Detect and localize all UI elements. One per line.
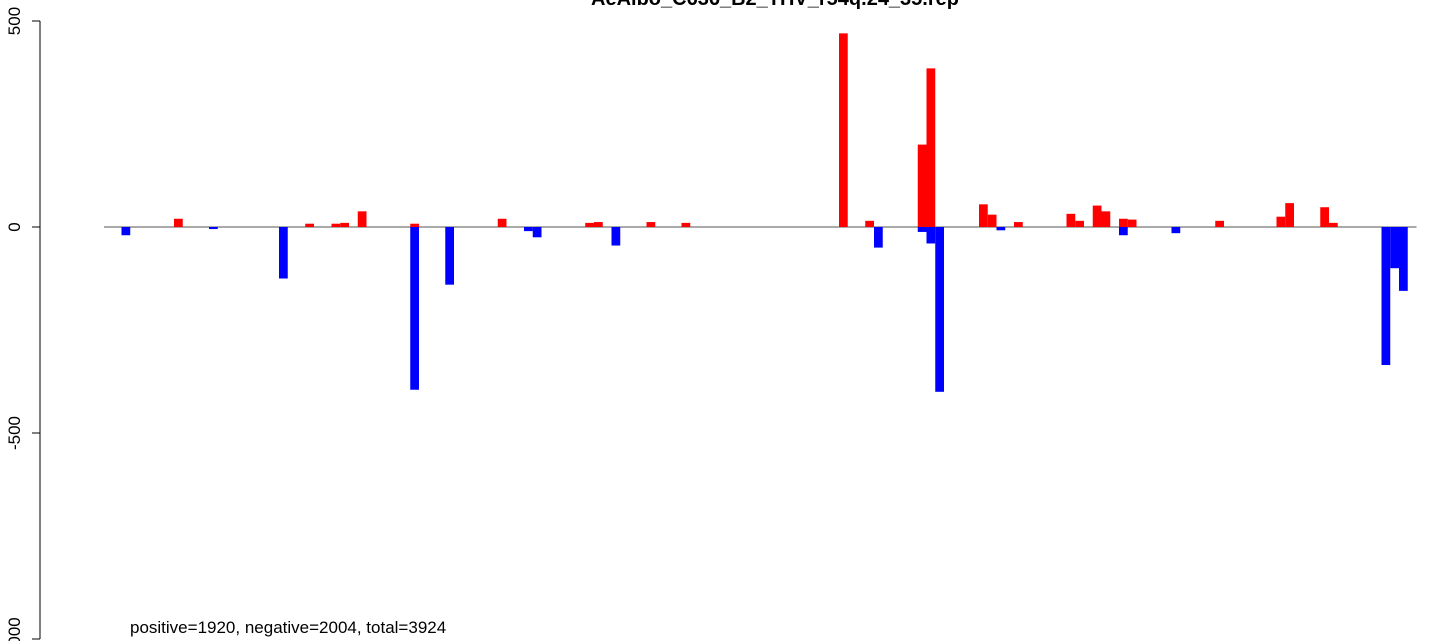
y-tick-label: -500 — [5, 416, 24, 450]
bar — [331, 223, 341, 227]
bar — [926, 227, 936, 244]
bar — [1119, 218, 1128, 227]
bar — [1127, 219, 1137, 227]
bar — [1014, 222, 1023, 227]
bar — [594, 222, 603, 227]
chart-title: AeAlbo_C636_B2_THV_r54q.24_35.rep — [591, 0, 959, 10]
bar — [357, 211, 367, 227]
bar — [1092, 205, 1102, 227]
bar — [681, 222, 691, 227]
bar — [917, 227, 927, 232]
y-tick-label: 0 — [5, 222, 24, 231]
bar — [996, 227, 1006, 231]
bar — [1171, 227, 1181, 234]
bar — [445, 227, 454, 285]
bar — [1276, 216, 1286, 227]
bar — [1285, 203, 1294, 227]
bar — [524, 227, 533, 232]
annotation: positive=1920, negative=2004, total=3924 — [130, 618, 446, 637]
bar — [926, 68, 936, 227]
bar — [121, 227, 131, 236]
bar — [410, 223, 419, 227]
bar — [865, 220, 874, 227]
bar — [1075, 220, 1084, 227]
bar — [611, 227, 621, 246]
bar — [410, 227, 419, 390]
bar — [1320, 207, 1329, 227]
bar — [174, 218, 183, 227]
bar — [1399, 227, 1408, 291]
bar — [305, 223, 314, 227]
bar — [1390, 227, 1399, 269]
bar — [1066, 213, 1076, 227]
bar — [1101, 211, 1111, 227]
bar — [646, 222, 656, 227]
y-tick-label: -1000 — [5, 617, 24, 641]
bar — [839, 33, 848, 227]
bar — [1329, 222, 1338, 227]
bar — [987, 214, 997, 227]
bar — [1381, 227, 1391, 366]
y-tick-label: 500 — [5, 7, 24, 35]
bar — [935, 227, 944, 392]
bar — [209, 227, 218, 230]
bar — [979, 204, 988, 227]
bar — [1215, 220, 1224, 227]
bar — [340, 222, 349, 227]
bar — [1119, 227, 1128, 236]
bar — [532, 227, 542, 238]
bar — [497, 218, 507, 227]
bar — [585, 222, 594, 227]
bar — [279, 227, 288, 279]
bar — [874, 227, 883, 248]
bar — [917, 144, 927, 227]
